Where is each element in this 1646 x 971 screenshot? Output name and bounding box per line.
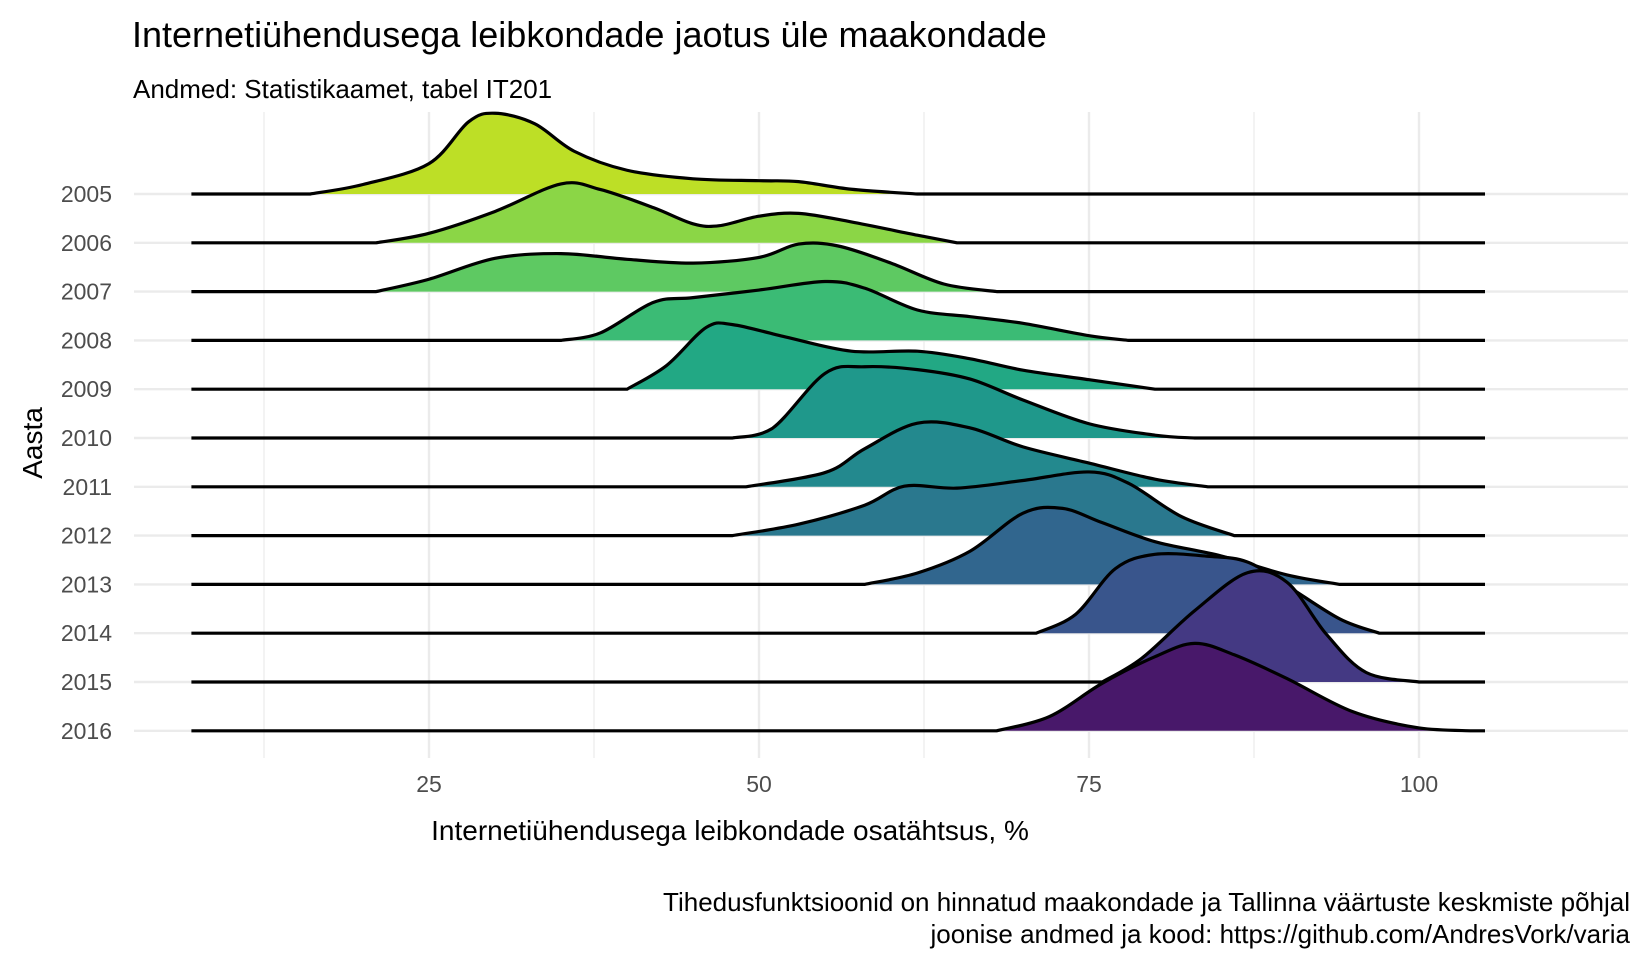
ridge-2015 bbox=[191, 569, 1485, 684]
ridge-fill-2012 bbox=[732, 471, 1235, 536]
ridge-fill-2010 bbox=[732, 366, 1195, 438]
ridge-line-2012 bbox=[191, 470, 1485, 538]
y-tick-label: 2011 bbox=[63, 474, 112, 500]
ridge-2010 bbox=[191, 364, 1485, 440]
ridge-2009 bbox=[191, 321, 1485, 391]
y-tick-label: 2005 bbox=[61, 181, 112, 207]
y-tick-label: 2014 bbox=[61, 620, 112, 646]
y-tick-label: 2012 bbox=[61, 523, 112, 549]
ridge-fill-2016 bbox=[996, 643, 1472, 731]
x-axis-ticks: 25 50 75 100 bbox=[416, 771, 1438, 797]
ridge-line-2014 bbox=[191, 552, 1485, 635]
ridge-line-2009 bbox=[191, 321, 1485, 391]
ridge-2016 bbox=[191, 641, 1485, 733]
x-tick-label: 25 bbox=[416, 771, 442, 797]
ridge-2008 bbox=[191, 279, 1485, 342]
y-tick-label: 2006 bbox=[61, 230, 112, 256]
ridge-fill-2009 bbox=[627, 322, 1155, 390]
y-tick-label: 2016 bbox=[61, 718, 112, 744]
ridges bbox=[191, 111, 1485, 733]
y-tick-label: 2015 bbox=[61, 669, 112, 695]
ridge-line-2005 bbox=[191, 111, 1485, 196]
ridge-line-2015 bbox=[191, 569, 1485, 684]
ridge-2007 bbox=[191, 241, 1485, 294]
ridge-line-2011 bbox=[191, 420, 1485, 489]
y-tick-label: 2010 bbox=[61, 425, 112, 451]
ridge-fill-2008 bbox=[561, 281, 1129, 341]
ridge-2012 bbox=[191, 470, 1485, 538]
x-tick-label: 75 bbox=[1076, 771, 1102, 797]
x-axis-title: Internetiühendusega leibkondade osatähts… bbox=[431, 815, 1029, 846]
ridge-2005 bbox=[191, 111, 1485, 196]
x-tick-label: 50 bbox=[746, 771, 772, 797]
caption-line-2: joonise andmed ja kood: https://github.c… bbox=[930, 919, 1630, 949]
chart-title: Internetiühendusega leibkondade jaotus ü… bbox=[132, 14, 1047, 55]
ridgeline-chart: 2005 2006 2007 2008 2009 2010 2011 2012 2013 2014… bbox=[17, 111, 1628, 846]
caption-line-1: Tihedusfunktsioonid on hinnatud maakonda… bbox=[663, 887, 1630, 917]
ridge-line-2008 bbox=[191, 279, 1485, 342]
y-tick-label: 2013 bbox=[61, 571, 112, 597]
y-tick-label: 2007 bbox=[61, 279, 112, 305]
y-tick-label: 2009 bbox=[61, 376, 112, 402]
y-tick-label: 2008 bbox=[61, 327, 112, 353]
ridge-line-2010 bbox=[191, 364, 1485, 440]
ridge-fill-2006 bbox=[376, 182, 957, 243]
ridge-line-2006 bbox=[191, 181, 1485, 245]
y-axis-ticks: 2005 2006 2007 2008 2009 2010 2011 2012 2013 2014… bbox=[61, 181, 112, 744]
y-axis-title: Aasta bbox=[17, 407, 48, 479]
x-tick-label: 100 bbox=[1400, 771, 1438, 797]
ridge-line-2016 bbox=[191, 641, 1485, 733]
ridge-fill-2005 bbox=[310, 113, 918, 194]
ridge-line-2007 bbox=[191, 241, 1485, 294]
chart-subtitle: Andmed: Statistikaamet, tabel IT201 bbox=[133, 74, 553, 104]
ridge-2006 bbox=[191, 181, 1485, 245]
